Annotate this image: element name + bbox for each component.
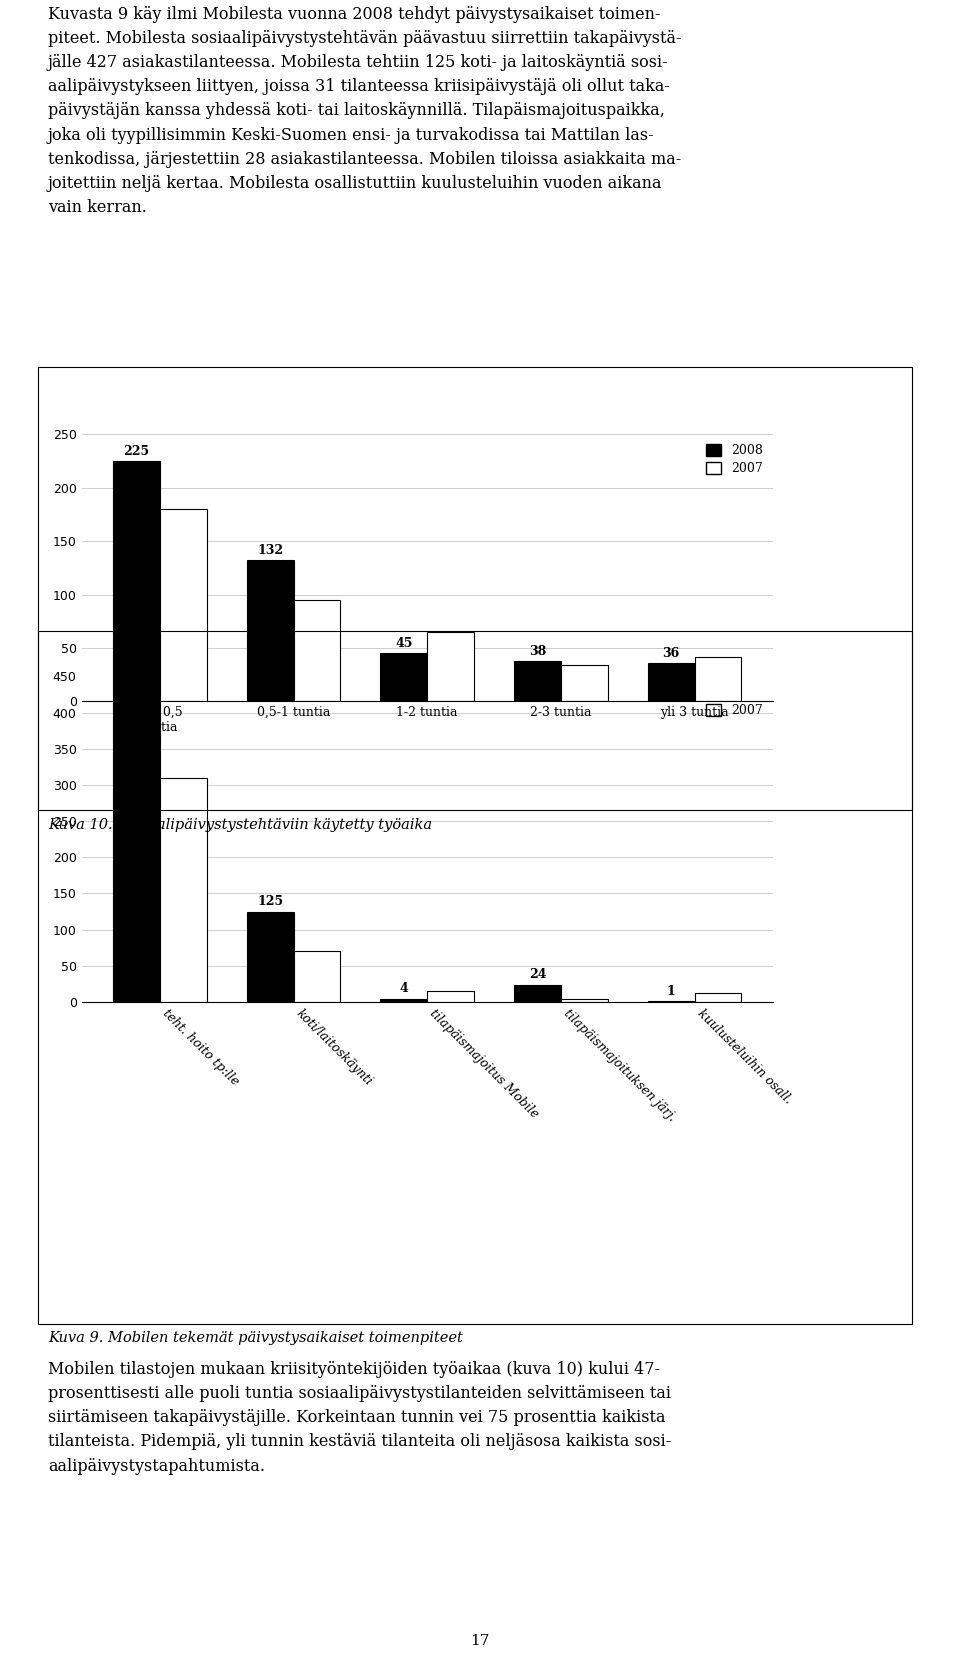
Bar [294,952,340,1002]
Bar [427,990,474,1002]
Text: 4: 4 [399,982,408,995]
Bar [561,999,608,1002]
Text: Mobilen tilastojen mukaan kriisityöntekijöiden työaikaa (kuva 10) kului 47-
pros: Mobilen tilastojen mukaan kriisityönteki… [48,1361,671,1475]
Text: 132: 132 [257,544,283,558]
Bar [294,600,340,701]
Bar [380,653,427,701]
Text: 17: 17 [470,1635,490,1648]
Bar [247,912,294,1002]
Text: Kuva 10. Sosiaalipäivystystehtäviin käytetty työaika: Kuva 10. Sosiaalipäivystystehtäviin käyt… [48,818,432,832]
Text: Kuva 9. Mobilen tekemät päivystysaikaiset toimenpiteet: Kuva 9. Mobilen tekemät päivystysaikaise… [48,1331,463,1344]
Legend: 2008, 2007: 2008, 2007 [702,441,766,479]
Bar [515,985,561,1002]
Bar [159,778,206,1002]
Bar [247,561,294,701]
Bar [113,693,159,1002]
Bar [561,665,608,701]
Bar [695,656,741,701]
Bar [159,509,206,701]
Bar [695,994,741,1002]
Text: 225: 225 [123,444,150,458]
Text: 45: 45 [396,636,413,650]
Text: 24: 24 [529,969,546,980]
Text: 1: 1 [667,985,676,997]
Bar [380,999,427,1002]
Text: 38: 38 [529,645,546,658]
Text: 125: 125 [257,895,283,908]
Text: 427: 427 [123,676,150,690]
Bar [113,461,159,701]
Bar [427,631,474,701]
Text: Kuvasta 9 käy ilmi Mobilesta vuonna 2008 tehdyt päivystysaikaiset toimen-
piteet: Kuvasta 9 käy ilmi Mobilesta vuonna 2008… [48,5,682,215]
Legend: 2008, 2007: 2008, 2007 [702,683,766,721]
Text: 36: 36 [662,646,680,660]
Bar [648,663,695,701]
Bar [515,661,561,701]
